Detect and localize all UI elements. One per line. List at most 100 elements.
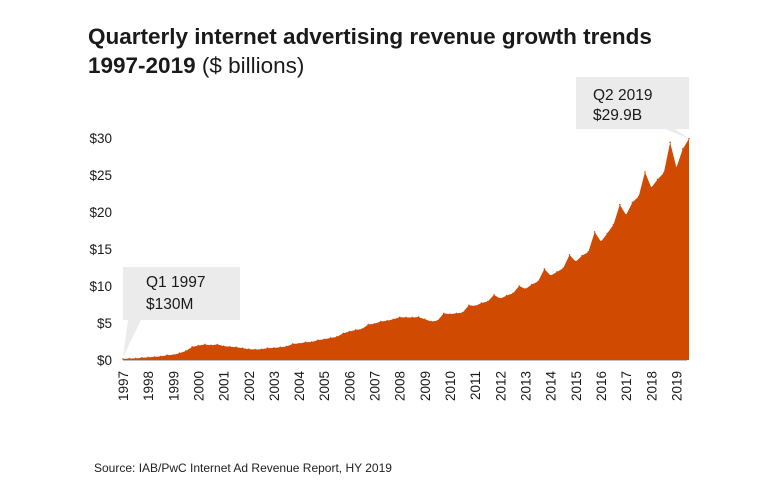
data-point [386, 319, 388, 322]
data-point [562, 267, 565, 270]
data-point [159, 355, 162, 358]
data-point [688, 137, 690, 140]
data-point [530, 283, 533, 286]
data-point [141, 356, 143, 359]
data-point [405, 316, 407, 319]
x-tick-label: 2014 [544, 371, 559, 402]
data-point [285, 345, 288, 348]
data-point [581, 254, 583, 257]
data-point [292, 343, 294, 345]
data-point [304, 341, 307, 344]
data-point [669, 141, 671, 144]
data-point [575, 260, 577, 263]
data-point [147, 356, 149, 359]
data-point [543, 268, 546, 270]
callout-start: Q1 1997 $130M [123, 267, 240, 358]
data-point [348, 330, 351, 333]
data-point [166, 354, 168, 356]
callout-end-background [576, 77, 689, 139]
x-tick-label: 2002 [242, 371, 257, 401]
chart-title-years: 1997-2019 [88, 53, 196, 78]
data-point [367, 323, 370, 326]
x-axis: 1997 1998 1999 2000 2001 2002 2003 2004 2005 2006… [116, 371, 684, 402]
data-point [266, 347, 269, 349]
x-tick-label: 2015 [569, 371, 584, 401]
y-tick-label: $0 [97, 353, 112, 368]
data-point [637, 195, 640, 198]
x-tick-label: 1999 [166, 371, 181, 401]
x-tick-label: 1997 [116, 371, 131, 401]
x-tick-label: 2013 [519, 371, 534, 401]
data-point [310, 341, 313, 343]
data-point [235, 346, 237, 349]
x-tick-label: 2010 [443, 371, 458, 401]
x-tick-label: 2016 [594, 371, 609, 401]
callout-start-background [123, 267, 240, 358]
data-point [222, 345, 225, 347]
y-axis: $0 $5 $10 $15 $20 $25 $30 [89, 131, 112, 368]
data-point [398, 316, 401, 319]
data-point [675, 166, 678, 169]
callout-end: Q2 2019 $29.9B [576, 77, 689, 139]
data-point [197, 344, 200, 347]
x-tick-label: 2019 [669, 371, 684, 401]
y-tick-label: $10 [89, 279, 112, 294]
data-point [663, 171, 665, 174]
x-tick-label: 2005 [317, 371, 332, 401]
chart-title: Quarterly internet advertising revenue g… [88, 22, 652, 80]
x-tick-label: 2000 [192, 371, 207, 401]
data-point [153, 356, 156, 358]
x-tick-label: 2007 [368, 371, 383, 401]
data-point [486, 300, 489, 303]
data-point [361, 328, 363, 330]
data-point [210, 344, 212, 347]
data-point [424, 318, 426, 321]
source-note: Source: IAB/PwC Internet Ad Revenue Repo… [94, 461, 392, 475]
data-point [631, 201, 634, 204]
data-point [342, 332, 344, 335]
data-point [449, 313, 451, 315]
x-tick-label: 2008 [393, 371, 408, 401]
data-point [537, 280, 539, 283]
data-point [619, 203, 621, 206]
data-point [556, 271, 558, 273]
data-point [512, 292, 514, 295]
chart-title-main: Quarterly internet advertising revenue g… [88, 24, 652, 49]
data-point [178, 352, 181, 354]
data-point [229, 345, 231, 348]
data-point [329, 337, 332, 339]
data-point [354, 329, 357, 331]
y-tick-label: $5 [97, 316, 112, 331]
x-tick-label: 2001 [217, 371, 232, 401]
data-point [468, 304, 470, 307]
data-point [279, 346, 282, 349]
callout-start-value: $130M [146, 296, 193, 313]
callout-end-value: $29.9B [593, 107, 642, 124]
data-point [505, 294, 508, 297]
data-point [644, 171, 646, 173]
data-point [191, 346, 193, 348]
data-point [373, 322, 376, 325]
data-point [625, 214, 627, 216]
x-tick-label: 2009 [418, 371, 433, 401]
callout-end-label: Q2 2019 [593, 87, 652, 104]
y-tick-label: $20 [89, 205, 112, 220]
data-point [593, 231, 596, 233]
x-tick-label: 2004 [292, 371, 307, 402]
data-point [254, 348, 256, 351]
data-point [568, 254, 571, 256]
data-point [493, 294, 495, 296]
y-tick-label: $30 [89, 131, 112, 146]
data-point [499, 297, 502, 300]
data-point [587, 251, 590, 253]
callout-start-label: Q1 1997 [146, 274, 205, 291]
data-point [681, 148, 684, 150]
data-point [216, 343, 219, 346]
data-point [480, 302, 483, 304]
y-tick-label: $25 [89, 168, 112, 183]
data-point [461, 311, 464, 314]
data-point [323, 338, 326, 341]
chart-title-unit: ($ billions) [201, 53, 305, 78]
data-point [336, 336, 338, 338]
